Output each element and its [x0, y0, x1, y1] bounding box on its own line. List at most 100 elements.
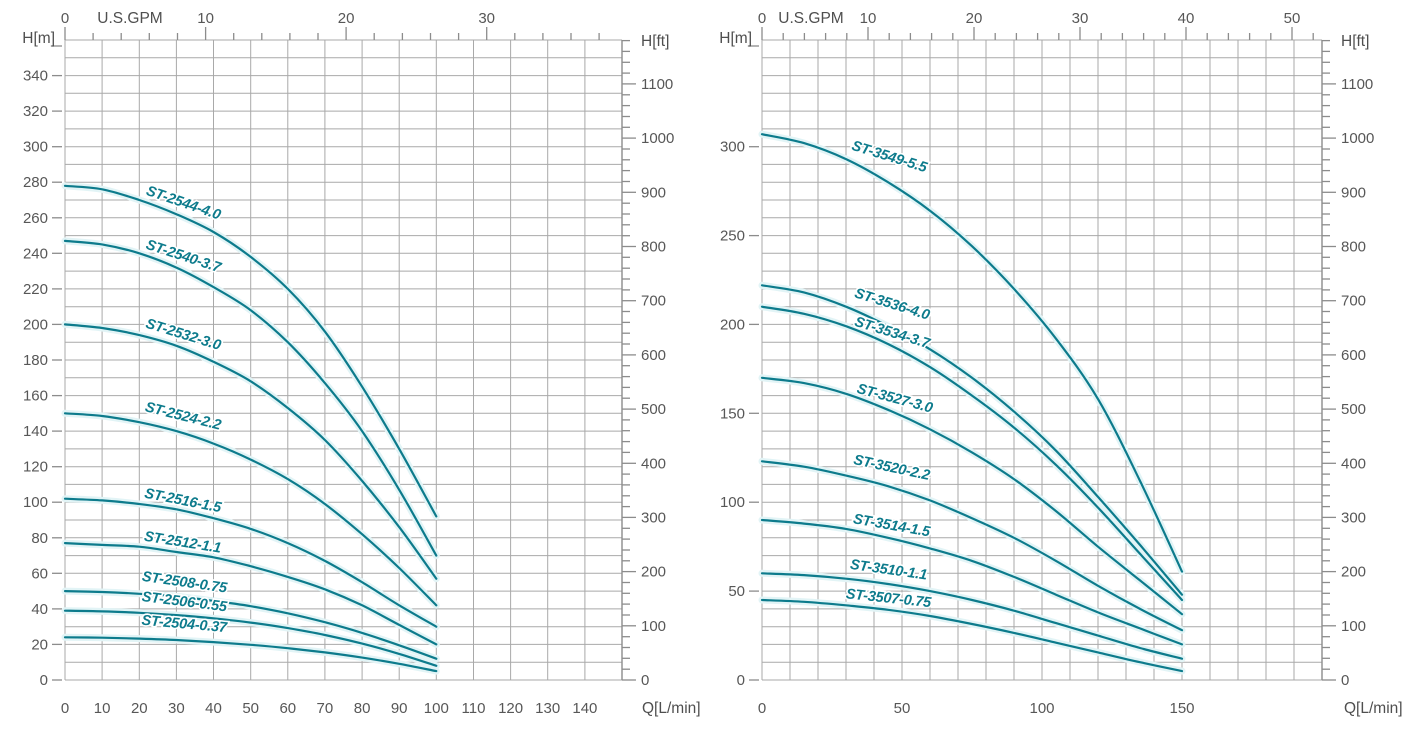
- curve-glow: [758, 130, 1186, 675]
- pump-curve-ST-3507-0.75: [760, 598, 1184, 673]
- x-tick-label: 70: [317, 700, 334, 717]
- ft-tick-label: 300: [641, 509, 666, 526]
- y-tick-label: 100: [720, 494, 745, 511]
- x-tick-label: 20: [131, 700, 148, 717]
- chart-st25-generated: 0204060801001201401601802002202402602803…: [23, 10, 674, 717]
- x-tick-label: 140: [572, 700, 597, 717]
- gpm-tick-label: 20: [338, 10, 355, 27]
- ft-tick-label: 200: [641, 564, 666, 581]
- pump-curve-ST-2512-1.1: [63, 542, 438, 646]
- y-tick-label: 260: [23, 210, 48, 227]
- ft-tick-label: 100: [1341, 618, 1366, 635]
- pump-curve-ST-2532-3.0: [63, 323, 438, 580]
- ft-tick-label: 800: [641, 239, 666, 256]
- chart-st25: 0 20 40 60 80 100 120 140 160 180 200 220 240 260 280 3…: [22, 10, 701, 717]
- x-tick-label: 10: [94, 700, 111, 717]
- y-tick-label: 0: [737, 672, 745, 689]
- pump-curve-ST-3549-5.5: [760, 133, 1184, 573]
- gpm-tick-label: 30: [1072, 10, 1089, 27]
- y-tick-label: 140: [23, 423, 48, 440]
- ft-tick-label: 0: [1341, 672, 1349, 689]
- y-tick-label: 40: [31, 601, 48, 618]
- pump-curve-ST-2508-0.75: [63, 590, 438, 660]
- y-tick-label: 180: [23, 352, 48, 369]
- x-tick-label: 50: [894, 700, 911, 717]
- ft-tick-label: 800: [1341, 239, 1366, 256]
- x-axis-unit-lmin: Q[L/min]: [642, 700, 701, 717]
- y2-axis-unit-feet: H[ft]: [1341, 33, 1369, 50]
- pump-curves: [63, 184, 438, 673]
- pump-curve-ST-2524-2.2: [63, 412, 438, 607]
- ft-tick-label: 400: [1341, 455, 1366, 472]
- pump-curve-ST-3527-3.0: [760, 376, 1184, 616]
- x-tick-label: 110: [462, 700, 486, 717]
- pump-curve-ST-2506-0.55: [63, 609, 438, 667]
- gpm-tick-label: 10: [860, 10, 877, 27]
- x-tick-label: 90: [391, 700, 408, 717]
- ft-tick-label: 1100: [641, 76, 673, 93]
- y-tick-label: 150: [720, 405, 745, 422]
- pump-curve-ST-3536-4.0: [760, 284, 1184, 596]
- pump-curve-ST-2544-4.0: [63, 184, 438, 518]
- axes-and-ticks: [52, 27, 636, 681]
- ft-tick-label: 900: [641, 184, 666, 201]
- ft-tick-label: 0: [641, 672, 649, 689]
- pump-curve-ST-2516-1.5: [63, 497, 438, 628]
- ft-tick-label: 1100: [1341, 76, 1373, 93]
- y-tick-label: 220: [23, 281, 48, 298]
- ft-tick-label: 600: [641, 347, 666, 364]
- pump-curve-ST-3534-3.7: [760, 305, 1184, 602]
- gpm-tick-label: 40: [1178, 10, 1195, 27]
- y-tick-label: 300: [720, 139, 745, 156]
- x-tick-label: 130: [535, 700, 560, 717]
- y-tick-label: 250: [720, 228, 745, 245]
- tick-labels: 0204060801001201401601802002202402602803…: [23, 10, 674, 717]
- ft-tick-label: 700: [1341, 293, 1366, 310]
- y-tick-label: 120: [23, 459, 48, 476]
- y-tick-label: 200: [720, 316, 745, 333]
- ft-tick-label: 900: [1341, 184, 1366, 201]
- y-tick-label: 0: [40, 672, 48, 689]
- x-tick-label: 0: [758, 700, 766, 717]
- y-tick-label: 100: [23, 494, 48, 511]
- curve-labels: ST-2544-4.0ST-2540-3.7ST-2532-3.0ST-2524…: [139, 182, 230, 638]
- pump-curves: [760, 133, 1184, 673]
- y-tick-label: 50: [728, 583, 745, 600]
- y-tick-label: 160: [23, 388, 48, 405]
- x-tick-label: 0: [61, 700, 69, 717]
- x-tick-label: 150: [1169, 700, 1194, 717]
- ft-tick-label: 300: [1341, 509, 1366, 526]
- pump-curve-ST-3510-1.1: [760, 572, 1184, 660]
- axes-and-ticks: [749, 27, 1336, 681]
- ft-tick-label: 200: [1341, 564, 1366, 581]
- x-axis-unit-lmin: Q[L/min]: [1344, 700, 1403, 717]
- gpm-tick-label: 20: [966, 10, 983, 27]
- y-tick-label: 80: [31, 530, 48, 547]
- y-tick-label: 280: [23, 174, 48, 191]
- chart-st25-svg: 0204060801001201401601802002202402602803…: [22, 10, 701, 717]
- y-axis-unit-meters: H[m]: [719, 30, 752, 47]
- top-axis-unit-gpm: U.S.GPM: [97, 10, 162, 27]
- ft-tick-label: 100: [641, 618, 666, 635]
- x-tick-label: 120: [498, 700, 523, 717]
- pump-curve-glow-ST-3507-0.75: [758, 596, 1186, 675]
- y-axis-unit-meters: H[m]: [22, 30, 55, 47]
- ft-tick-label: 700: [641, 293, 666, 310]
- pump-curve-glow-ST-3510-1.1: [758, 569, 1186, 663]
- x-tick-label: 60: [279, 700, 296, 717]
- chart-st35: 0 50 100 150 200 250 300 0 10 20 30 40 50 0 100 200 300 4…: [707, 0, 1414, 730]
- y-tick-label: 60: [31, 565, 48, 582]
- gpm-tick-label: 30: [478, 10, 495, 27]
- ft-tick-label: 400: [641, 455, 666, 472]
- grid-lines: [761, 39, 1323, 681]
- x-tick-label: 40: [205, 700, 222, 717]
- y-tick-label: 240: [23, 245, 48, 262]
- pump-curve-ST-2540-3.7: [63, 239, 438, 557]
- ft-tick-label: 500: [1341, 401, 1366, 418]
- pump-curve-ST-3520-2.2: [760, 460, 1184, 632]
- top-axis-unit-gpm: U.S.GPM: [778, 10, 843, 27]
- x-tick-label: 30: [168, 700, 185, 717]
- ft-tick-label: 600: [1341, 347, 1366, 364]
